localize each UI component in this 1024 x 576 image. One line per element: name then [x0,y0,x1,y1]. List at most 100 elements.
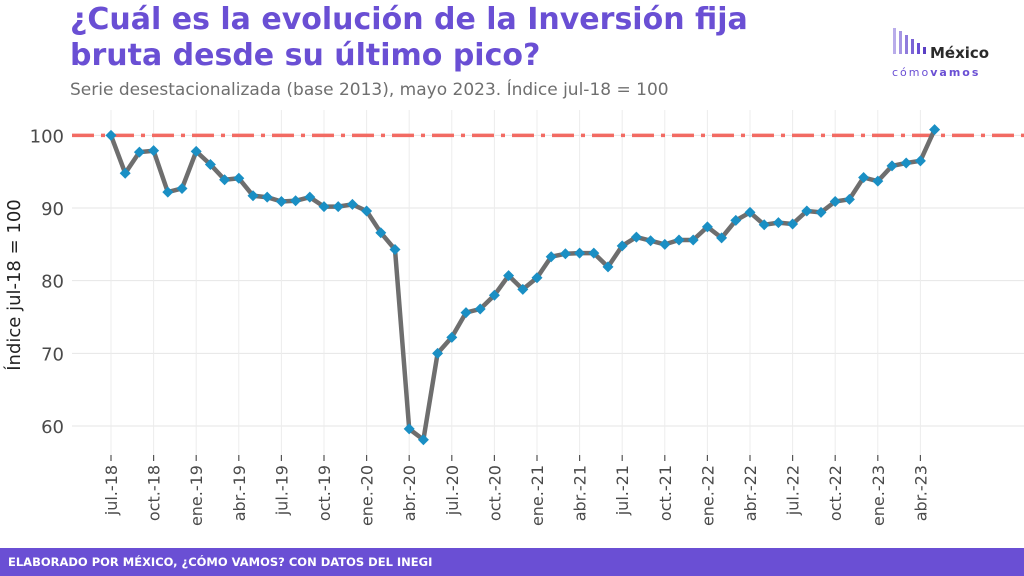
line-chart: 60 70 80 90 100 jul.-18 oct.-18 ene.-19 abr.-19… [3,110,1024,526]
data-point [602,261,614,273]
data-point [361,205,373,217]
data-point [872,175,884,187]
data-point [545,251,557,263]
data-point [858,172,870,184]
data-point [744,206,756,218]
y-axis-ticks: 60 70 80 90 100 [30,126,64,438]
logo-word: México [930,44,990,62]
data-point [176,182,188,194]
x-tick-label: oct.-21 [656,465,675,521]
x-tick-label: abr.-19 [230,465,249,521]
data-point [787,218,799,230]
x-tick-label: jul.-22 [784,465,803,516]
data-point [829,196,841,208]
data-point [474,303,486,315]
data-point [645,235,657,247]
x-tick-label: ene.-21 [528,465,547,526]
footer-bar: ELABORADO POR MÉXICO, ¿CÓMO VAMOS? CON D… [0,548,1024,576]
data-point [460,307,472,319]
data-point [488,289,500,301]
data-point [616,240,628,252]
data-point [432,347,444,359]
data-point [389,243,401,255]
data-point [929,124,941,136]
data-point [900,157,912,169]
chart-subtitle: Serie desestacionalizada (base 2013), ma… [70,80,669,100]
data-point [275,196,287,208]
footer-credit: ELABORADO POR MÉXICO, ¿CÓMO VAMOS? CON D… [8,555,433,569]
x-tick-label: jul.-19 [272,465,291,516]
data-point [119,167,131,179]
y-tick-label: 100 [30,126,64,147]
x-tick-label: ene.-19 [187,465,206,526]
y-tick-label: 60 [41,417,64,438]
data-point [503,270,515,282]
x-tick-label: ene.-20 [358,465,377,526]
data-point [105,129,117,141]
y-axis-label: Índice jul-18 = 100 [3,199,25,371]
logo-sub-b: vamos [930,66,981,79]
data-point [304,191,316,203]
data-point [517,283,529,295]
x-tick-label: oct.-22 [826,465,845,521]
data-point [190,145,202,157]
x-tick-label: ene.-23 [869,465,888,526]
data-point [247,190,259,202]
x-tick-label: oct.-18 [145,465,164,521]
data-point [588,247,600,259]
data-point [162,186,174,198]
data-point [630,231,642,243]
x-tick-label: abr.-20 [400,465,419,521]
x-tick-label: abr.-23 [911,465,930,521]
chart-title: ¿Cuál es la evolución de la Inversión fi… [70,2,748,73]
data-point [375,227,387,239]
logo-sub-a: cómo [892,66,931,79]
y-tick-label: 70 [41,344,64,365]
y-tick-label: 90 [41,199,64,220]
x-tick-label: abr.-22 [741,465,760,521]
grid-lines [72,110,1024,455]
data-point [687,234,699,246]
data-point [730,214,742,226]
x-tick-label: ene.-22 [698,465,717,526]
data-point [204,158,216,170]
x-tick-label: oct.-20 [485,465,504,521]
data-point [219,174,231,186]
data-point [233,172,245,184]
data-markers [105,124,941,446]
data-point [332,201,344,213]
data-point [290,195,302,207]
data-point [148,145,160,157]
x-tick-label: abr.-21 [571,465,590,521]
data-point [133,146,145,158]
data-point [346,198,358,210]
data-point [801,205,813,217]
data-point [659,238,671,250]
data-point [318,201,330,213]
data-point [758,219,770,231]
logo-subtext: cómovamos [892,66,980,79]
x-tick-label: jul.-18 [102,465,121,516]
data-point [531,272,543,284]
x-axis-ticks: jul.-18 oct.-18 ene.-19 abr.-19 jul.-19 oct.-… [102,455,930,526]
data-point [403,423,415,435]
data-point [886,160,898,172]
data-point [673,234,685,246]
data-point [716,232,728,244]
mexico-como-vamos-logo: México cómovamos [888,22,1008,84]
x-tick-label: jul.-21 [613,465,632,516]
data-point [843,193,855,205]
x-tick-label: jul.-20 [443,465,462,516]
data-point [446,331,458,343]
data-point [559,248,571,260]
data-point [417,434,429,446]
x-tick-label: oct.-19 [315,465,334,521]
data-point [261,191,273,203]
data-point [914,155,926,167]
data-point [574,247,586,259]
bars-logo-icon [893,28,926,54]
y-tick-label: 80 [41,272,64,293]
data-point [772,217,784,229]
data-point [815,206,827,218]
data-point [701,221,713,233]
